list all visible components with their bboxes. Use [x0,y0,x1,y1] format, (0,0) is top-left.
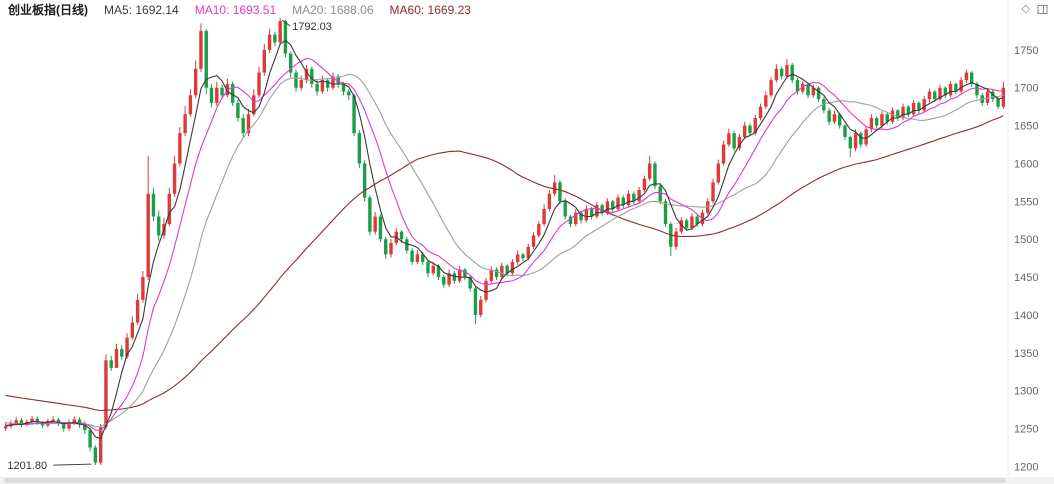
y-axis-label: 1200 [1014,461,1038,473]
ma20-label: MA20: 1688.06 [292,2,374,17]
y-axis-label: 1350 [1014,348,1038,360]
y-axis-label: 1600 [1014,158,1038,170]
candles [3,18,1006,466]
ma10-label: MA10: 1693.51 [194,2,277,17]
panel-layout-icon[interactable] [1037,4,1048,15]
min-annotation-pointer [53,463,92,466]
ma20-line [5,73,1004,428]
y-axis: 1750 1700 1650 1600 1550 1500 1450 1400 1350 1300… [1014,45,1038,474]
y-axis-label: 1750 [1014,45,1038,57]
symbol-title: 创业板指(日线) [8,2,88,17]
y-axis-label: 1300 [1014,386,1038,398]
y-axis-label: 1250 [1014,424,1038,436]
max-annotation-pointer [281,19,291,27]
ma10-line [5,57,1004,432]
ma60-label: MA60: 1669.23 [389,2,471,17]
y-axis-label: 1400 [1014,310,1038,322]
ma5-label: MA5: 1692.14 [104,2,179,17]
scrollbar-thumb[interactable] [4,478,1006,483]
max-price-annotation: 1792.03 [292,21,332,33]
y-axis-label: 1550 [1014,196,1038,208]
ma5-line [5,39,1004,440]
y-axis-label: 1500 [1014,234,1038,246]
y-axis-label: 1650 [1014,121,1038,133]
horizontal-scrollbar[interactable] [0,477,1054,484]
ma60-line [5,115,1004,412]
chart-header: 创业板指(日线) MA5: 1692.14 MA10: 1693.51 MA20… [0,0,1054,17]
y-axis-label: 1450 [1014,272,1038,284]
diamond-icon[interactable]: ◇ [1021,3,1030,15]
header-icons: ◇ [1022,4,1048,15]
min-price-annotation: 1201.80 [7,460,47,472]
y-axis-label: 1700 [1014,83,1038,95]
